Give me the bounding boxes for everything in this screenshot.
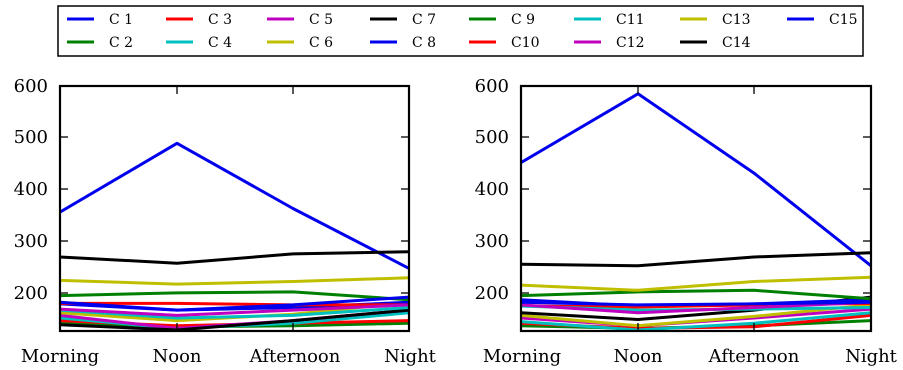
plot-frame (519, 84, 873, 333)
plot-frame (58, 84, 411, 333)
legend-label-c9: C 9 (511, 12, 535, 28)
series-line-c12 (521, 300, 871, 315)
series-line-c11 (60, 306, 409, 320)
series-line-c7 (60, 308, 409, 331)
legend-label-c1: C 1 (109, 12, 133, 28)
y-tick-label-400: 400 (475, 179, 509, 200)
y-tick-label-500: 500 (14, 127, 48, 148)
series-line-c9 (521, 288, 871, 301)
legend-label-c6: C 6 (309, 35, 333, 51)
y-tick-label-600: 600 (14, 76, 48, 97)
right-line-chart: Morning Noon Afternoon Night 200 300 400 500 600 (475, 76, 898, 367)
series-line-c6 (521, 303, 871, 328)
legend-label-c12: C12 (616, 35, 645, 51)
series-line-c10 (60, 301, 409, 307)
x-tick-label-morning: Morning (21, 346, 99, 367)
legend-label-c8: C 8 (412, 35, 436, 51)
x-tick-label-noon: Noon (152, 346, 201, 367)
series-line-c15 (60, 295, 409, 312)
series-line-c14 (60, 250, 409, 265)
series-line-c14 (521, 251, 871, 268)
legend-frame (57, 5, 864, 57)
legend-label-c15: C15 (829, 12, 858, 28)
legend-label-c4: C 4 (208, 35, 232, 51)
x-tick-label-afternoon: Afternoon (249, 346, 341, 367)
series-line-c9 (60, 290, 409, 302)
y-tick-label-600: 600 (475, 76, 509, 97)
series-line-c13 (60, 276, 409, 286)
x-tick-label-noon: Noon (613, 346, 662, 367)
legend-label-c13: C13 (722, 12, 751, 28)
series-line-c1 (60, 141, 409, 270)
legend-label-c7: C 7 (412, 12, 436, 28)
series-line-c13 (521, 275, 871, 292)
series-line-c4 (521, 311, 871, 331)
legend-label-c11: C11 (616, 12, 645, 28)
x-tick-label-morning: Morning (483, 346, 561, 367)
series-line-c1 (521, 92, 871, 267)
legend-label-c10: C10 (511, 35, 540, 51)
y-tick-label-400: 400 (14, 179, 48, 200)
legend-label-c2: C 2 (109, 35, 133, 51)
x-tick-label-afternoon: Afternoon (708, 346, 800, 367)
legend-label-c5: C 5 (309, 12, 333, 28)
series-line-c15 (521, 300, 871, 307)
legend-label-c3: C 3 (208, 12, 232, 28)
series-line-c12 (60, 303, 409, 317)
legend-label-c14: C14 (722, 35, 751, 51)
left-line-chart: Morning Noon Afternoon Night 200 300 400 500 600 (14, 76, 437, 367)
y-tick-label-200: 200 (14, 283, 48, 304)
y-tick-label-300: 300 (475, 231, 509, 252)
y-tick-label-300: 300 (14, 231, 48, 252)
x-tick-label-night: Night (845, 346, 898, 367)
y-tick-label-200: 200 (475, 283, 509, 304)
legend: C 1 C 2 C 3 C 4 C 5 C 6 C 7 C 8 C 9 C10 C11 C12 C13 C… (57, 5, 864, 57)
x-tick-label-night: Night (384, 346, 437, 367)
y-tick-label-500: 500 (475, 127, 509, 148)
